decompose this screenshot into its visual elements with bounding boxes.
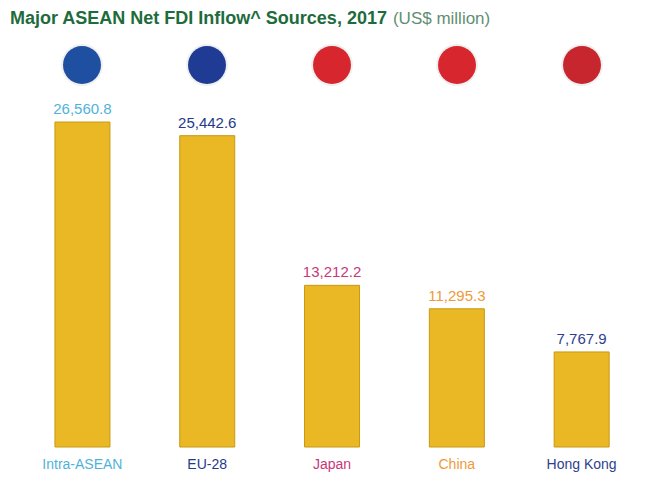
html-text:Major ASEAN Net FDI Inflow^ So: Major ASEAN Net FDI Inflow^ Sources, 201… <box>10 8 491 28</box>
svg-text:26,560.8: 26,560.8 <box>53 100 111 117</box>
svg-text:China: China <box>439 456 476 472</box>
svg-text:Hong Kong: Hong Kong <box>547 456 617 472</box>
svg-text:11,295.3: 11,295.3 <box>428 287 485 304</box>
svg-text:25,442.6: 25,442.6 <box>178 114 236 131</box>
svg-text:EU-28: EU-28 <box>187 456 227 472</box>
svg-text:13,212.2: 13,212.2 <box>303 263 361 280</box>
svg-text:Japan: Japan <box>313 456 351 472</box>
svg-text:Intra-ASEAN: Intra-ASEAN <box>42 456 122 472</box>
svg-text:7,767.9: 7,767.9 <box>557 330 607 347</box>
